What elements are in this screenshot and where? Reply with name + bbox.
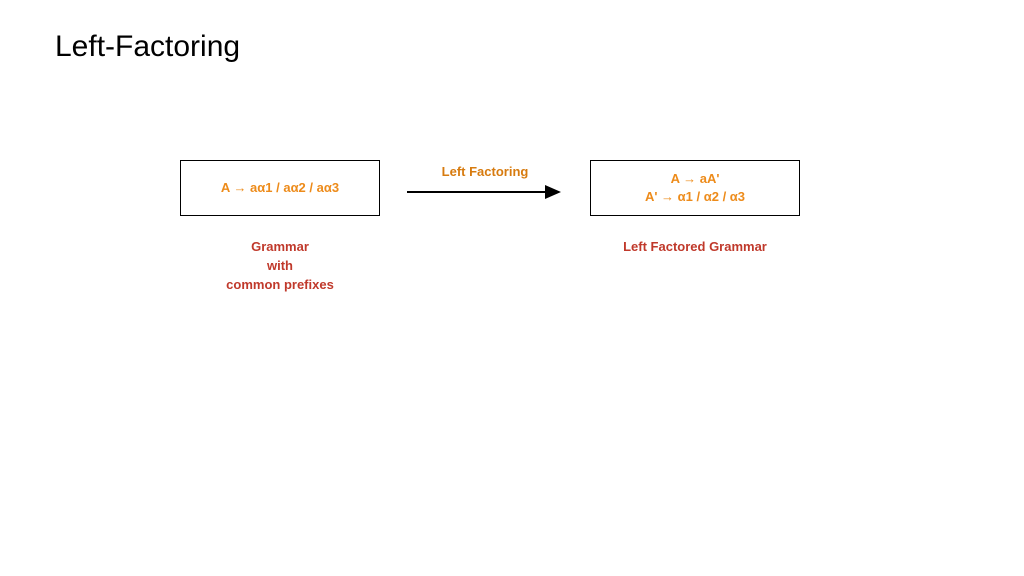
arrow-icon: [405, 181, 565, 203]
right-column: A → aA' A' → α1 / α2 / α3 Left Factored …: [590, 160, 800, 257]
arrow-label: Left Factoring: [442, 164, 529, 179]
page-title: Left-Factoring: [55, 30, 240, 64]
left-factoring-diagram: A → aα1 / aα2 / aα3 Grammar with common …: [180, 160, 800, 295]
factored-caption-line1: Left Factored Grammar: [623, 239, 767, 254]
grammar-box-line1: A → aα1 / aα2 / aα3: [221, 179, 339, 197]
grammar-caption: Grammar with common prefixes: [226, 238, 334, 295]
grammar-box: A → aα1 / aα2 / aα3: [180, 160, 380, 216]
grammar-caption-line2: with: [267, 258, 293, 273]
arrow-group: Left Factoring: [405, 164, 565, 203]
factored-box-line2: A' → α1 / α2 / α3: [645, 188, 745, 206]
grammar-caption-line1: Grammar: [251, 239, 309, 254]
grammar-caption-line3: common prefixes: [226, 277, 334, 292]
factored-box-line1: A → aA': [671, 170, 720, 188]
factored-box: A → aA' A' → α1 / α2 / α3: [590, 160, 800, 216]
factored-caption: Left Factored Grammar: [623, 238, 767, 257]
left-column: A → aα1 / aα2 / aα3 Grammar with common …: [180, 160, 380, 295]
